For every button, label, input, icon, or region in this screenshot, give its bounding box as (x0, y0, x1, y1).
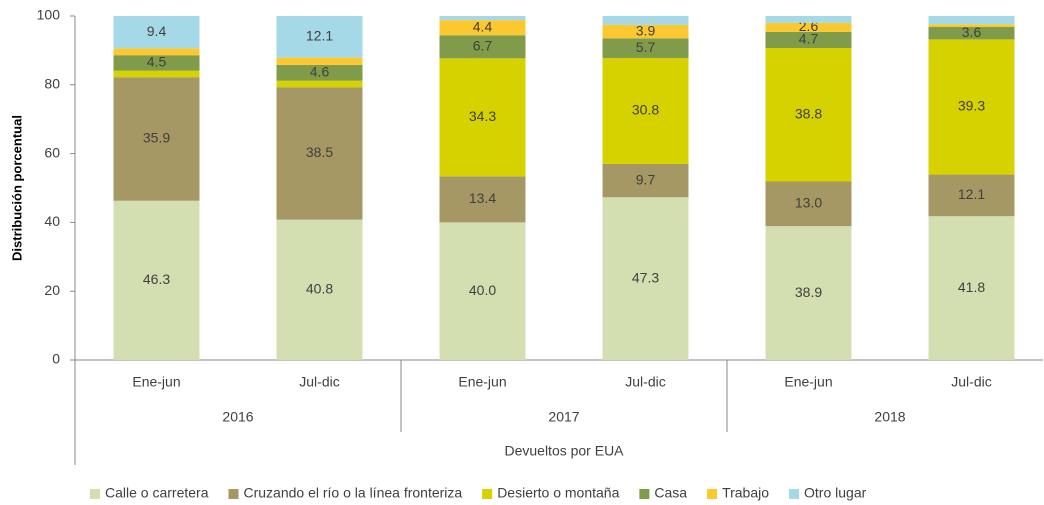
data-label: 6.7 (473, 37, 493, 53)
bar-segment (439, 16, 526, 21)
legend-swatch (789, 489, 800, 499)
bar-segment (602, 197, 689, 360)
x-tick-label: Jul-dic (299, 374, 339, 390)
data-label: 34.3 (469, 108, 496, 124)
bar-segment (276, 57, 363, 65)
y-tick-label: 0 (52, 351, 60, 367)
bar-segment (113, 55, 200, 71)
bar-segment (602, 163, 689, 198)
data-label: 4.4 (473, 18, 493, 34)
x-tick-label: Ene-jun (132, 374, 180, 390)
bar-segment (113, 200, 200, 360)
bar-segment (113, 16, 200, 49)
x-tick-label: Ene-jun (458, 374, 506, 390)
bar-segment (113, 48, 200, 56)
bar-segment (439, 35, 526, 59)
data-label: 3.9 (636, 22, 656, 38)
bar-segment (765, 31, 852, 48)
bar-segment (113, 77, 200, 201)
legend-label: Desierto o montaña (497, 485, 619, 501)
bar-segment (765, 47, 852, 182)
bar-segment (765, 181, 852, 227)
data-label: 9.4 (147, 23, 167, 39)
data-label: 38.8 (795, 105, 822, 121)
x-tick-label: Jul-dic (625, 374, 665, 390)
data-label: 47.3 (632, 269, 659, 285)
data-label: 38.5 (306, 144, 333, 160)
data-label: 13.0 (795, 195, 822, 211)
y-tick-label: 40 (44, 213, 60, 229)
legend-label: Casa (654, 485, 687, 501)
bar-segment (602, 24, 689, 39)
data-label: 3.6 (962, 24, 982, 40)
bar-segment (439, 176, 526, 223)
legend-label: Otro lugar (804, 485, 867, 501)
data-label: 13.4 (469, 190, 496, 206)
group-label: 2016 (222, 409, 253, 425)
bar-segment (765, 16, 852, 23)
legend-label: Calle o carretera (105, 485, 209, 501)
bar-segment (765, 226, 852, 360)
legend-swatch (639, 489, 650, 499)
bar-segment (439, 20, 526, 36)
legend-swatch (707, 489, 718, 499)
bar-segment (439, 58, 526, 177)
bar-segment (602, 16, 689, 25)
legend-swatch (482, 489, 493, 499)
data-label: 4.6 (310, 63, 330, 79)
bar-segment (928, 27, 1015, 40)
data-label: 9.7 (636, 171, 656, 187)
data-label: 46.3 (143, 271, 170, 287)
bar-segment (928, 216, 1015, 360)
bar-segment (276, 64, 363, 81)
data-label: 4.5 (147, 54, 167, 70)
data-label: 39.3 (958, 98, 985, 114)
y-axis-title: Distribución porcentual (9, 115, 24, 261)
legend-label: Trabajo (722, 485, 769, 501)
data-label: 12.1 (306, 28, 333, 44)
y-tick-label: 100 (37, 7, 61, 23)
data-label: 12.1 (958, 186, 985, 202)
legend-swatch (90, 489, 100, 499)
data-label: 38.9 (795, 284, 822, 300)
x-axis-title: Devueltos por EUA (504, 443, 624, 459)
bar-segment (928, 24, 1015, 28)
group-label: 2017 (548, 409, 579, 425)
bar-segment (602, 57, 689, 164)
data-label: 41.8 (958, 279, 985, 295)
x-tick-label: Ene-jun (784, 374, 832, 390)
bar-segment (276, 87, 363, 220)
legend-label: Cruzando el río o la línea fronteriza (244, 485, 463, 501)
bar-segment (602, 38, 689, 58)
x-tick-label: Jul-dic (951, 374, 991, 390)
group-label: 2018 (874, 409, 905, 425)
y-tick-label: 80 (44, 76, 60, 92)
legend-swatch (228, 489, 239, 499)
bar-segment (765, 22, 852, 32)
bar-segment (113, 70, 200, 78)
data-label: 30.8 (632, 102, 659, 118)
data-label: 4.7 (799, 31, 819, 47)
bar-segment (276, 219, 363, 360)
bar-segment (928, 39, 1015, 175)
y-tick-label: 20 (44, 282, 60, 298)
data-label: 40.8 (306, 281, 333, 297)
data-label: 35.9 (143, 130, 170, 146)
bar-segment (276, 16, 363, 58)
bar-segment (928, 16, 1015, 25)
data-label: 40.0 (469, 282, 496, 298)
data-label: 5.7 (636, 39, 656, 55)
y-tick-label: 60 (44, 144, 60, 160)
bar-segment (439, 222, 526, 360)
bar-segment (928, 174, 1015, 217)
bar-segment (276, 80, 363, 88)
